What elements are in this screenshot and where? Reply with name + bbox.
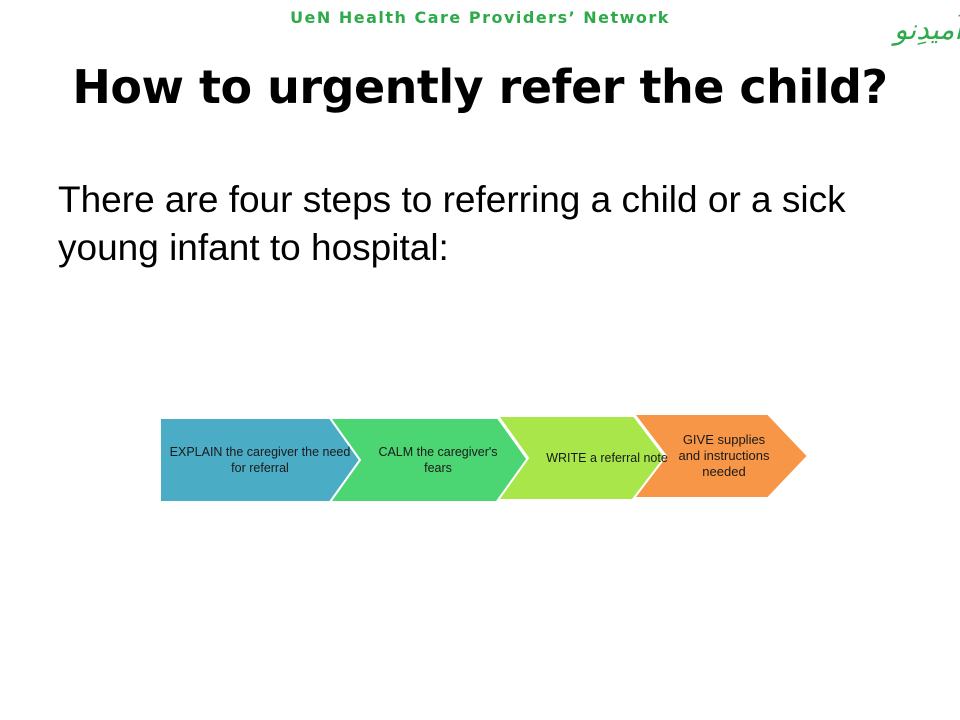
step-2-label: CALM the caregiver's fears xyxy=(378,445,498,475)
step-3-shape xyxy=(496,415,668,501)
logo-icon: اُمیدِنو xyxy=(894,6,960,54)
step-4-shape xyxy=(631,413,810,499)
step-3-label: WRITE a referral note xyxy=(546,451,668,465)
slide-body-text: There are four steps to referring a chil… xyxy=(58,179,846,268)
step-1-label: EXPLAIN the caregiver the need for refer… xyxy=(169,445,351,475)
process-arrows xyxy=(160,413,810,503)
step-2-shape xyxy=(328,417,530,503)
process-diagram: EXPLAIN the caregiver the need for refer… xyxy=(160,410,820,510)
logo-text: اُمیدِنو xyxy=(894,13,960,46)
slide-title: How to urgently refer the child? xyxy=(72,60,888,114)
network-header: UeN Health Care Providers’ Network xyxy=(290,8,670,27)
step-4-label: GIVE supplies and instructions needed xyxy=(678,432,770,479)
